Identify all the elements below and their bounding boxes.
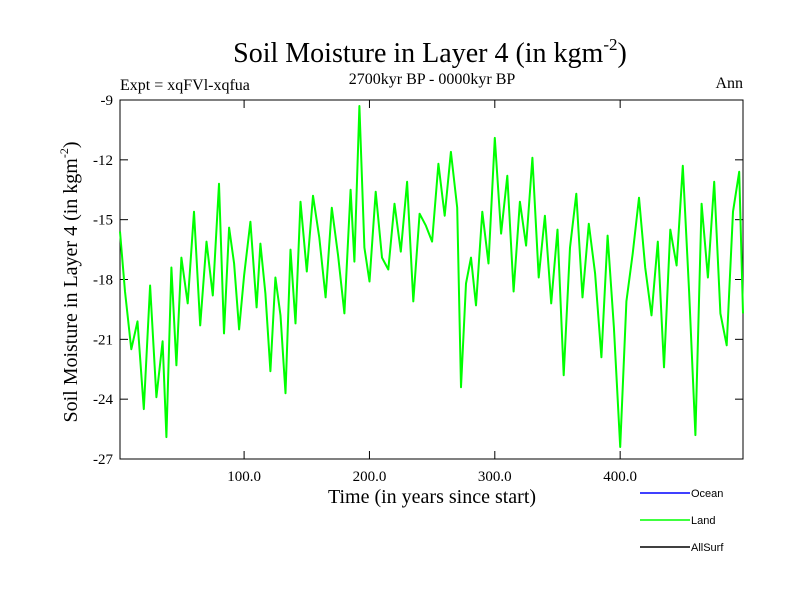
chart-title: Soil Moisture in Layer 4 (in kgm-2) xyxy=(233,35,627,69)
y-axis-label: Soil Moisture in Layer 4 (in kgm-2) xyxy=(57,141,82,422)
y-tick-label: -18 xyxy=(93,273,113,289)
series-line-land xyxy=(119,105,744,448)
legend: Ocean Land AllSurf xyxy=(640,488,724,554)
y-tick-label: -12 xyxy=(93,153,113,169)
season-label: Ann xyxy=(715,75,743,92)
y-tick-label: -27 xyxy=(93,452,113,468)
x-tick-label: 100.0 xyxy=(227,469,261,485)
experiment-label: Expt = xqFVl-xqfua xyxy=(120,77,250,94)
y-tick-label: -15 xyxy=(93,213,113,229)
legend-label-ocean: Ocean xyxy=(691,488,723,500)
x-tick-label: 300.0 xyxy=(478,469,512,485)
y-tick-label: -24 xyxy=(93,392,113,408)
y-axis: -27 -24 -21 -18 -15 -12 -9 xyxy=(93,93,743,468)
x-tick-label: 200.0 xyxy=(353,469,387,485)
x-axis: 100.0 200.0 300.0 400.0 xyxy=(227,100,637,485)
legend-label-land: Land xyxy=(691,515,715,527)
y-axis-label-superscript: -2 xyxy=(57,148,71,158)
x-tick-label: 400.0 xyxy=(603,469,637,485)
y-tick-label: -9 xyxy=(101,93,114,109)
legend-label-allsurf: AllSurf xyxy=(691,542,724,554)
x-axis-label: Time (in years since start) xyxy=(328,486,536,508)
time-range-label: 2700kyr BP - 0000kyr BP xyxy=(349,71,516,88)
y-tick-label: -21 xyxy=(93,332,113,348)
chart-title-superscript: -2 xyxy=(603,35,617,54)
